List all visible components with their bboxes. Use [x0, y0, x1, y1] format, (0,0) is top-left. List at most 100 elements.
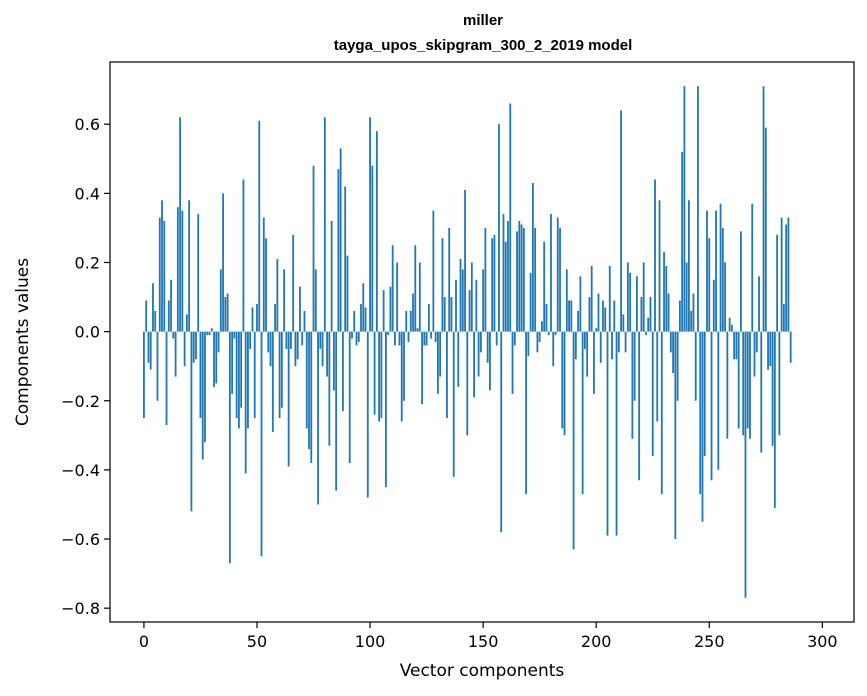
bar	[507, 221, 509, 332]
plot-frame	[109, 61, 855, 623]
bar	[156, 331, 159, 401]
bar	[651, 331, 654, 457]
bar	[606, 331, 609, 536]
bar	[708, 238, 711, 332]
bar	[561, 331, 564, 429]
bar	[461, 269, 464, 332]
bar	[396, 262, 399, 332]
bar	[366, 331, 369, 498]
bar	[251, 307, 254, 332]
bar	[210, 328, 213, 332]
bar	[439, 331, 442, 377]
bar	[176, 207, 179, 332]
bar	[665, 265, 668, 332]
y-tick-label: 0.2	[75, 253, 100, 272]
bar	[278, 331, 281, 419]
bar	[274, 303, 276, 332]
bar	[326, 331, 328, 377]
bar	[674, 331, 677, 540]
bar	[604, 307, 607, 332]
bar	[174, 331, 177, 377]
bar	[183, 331, 186, 367]
bar	[267, 331, 270, 353]
bar	[782, 303, 785, 332]
bar	[556, 217, 559, 332]
bar	[545, 303, 548, 332]
bar	[493, 234, 496, 332]
bar	[590, 265, 593, 332]
bar	[633, 331, 636, 401]
bar	[495, 331, 498, 346]
bar	[427, 303, 430, 332]
bar	[751, 203, 754, 332]
bar	[310, 331, 313, 463]
bar	[308, 331, 310, 450]
bar	[190, 331, 193, 512]
bar	[613, 300, 616, 332]
bar	[154, 310, 157, 332]
bar	[717, 331, 720, 470]
bar	[238, 331, 240, 429]
bar	[382, 290, 385, 332]
bar	[468, 290, 471, 332]
bar	[412, 293, 414, 332]
x-axis-ticks: 0 50 100 150 200 250 300	[139, 622, 838, 651]
bar	[570, 300, 573, 332]
bar	[525, 331, 527, 495]
bar	[253, 331, 256, 419]
bar	[721, 227, 724, 332]
bar	[170, 279, 172, 332]
bar	[636, 276, 638, 332]
y-tick-label: 0.6	[75, 115, 100, 134]
bar	[484, 227, 487, 332]
bar	[260, 331, 263, 557]
bar	[348, 331, 351, 463]
bar	[563, 331, 566, 436]
bar	[292, 234, 295, 332]
bar	[158, 217, 161, 332]
bar	[464, 189, 466, 332]
chart-title: miller	[463, 12, 503, 29]
bar	[658, 200, 661, 332]
bar	[554, 331, 557, 336]
bar	[531, 182, 534, 332]
bar	[244, 331, 247, 474]
bar	[335, 331, 338, 491]
bar	[172, 331, 175, 339]
bar	[222, 193, 224, 332]
bar	[418, 262, 421, 332]
bar	[726, 331, 729, 439]
bar	[733, 331, 736, 360]
bar	[638, 331, 641, 481]
bar	[758, 276, 760, 332]
bar	[685, 262, 688, 332]
bar	[240, 331, 243, 408]
bar	[371, 165, 374, 332]
bar	[663, 252, 665, 332]
bar	[615, 331, 618, 536]
bar	[197, 214, 200, 332]
bar	[502, 214, 505, 332]
bar	[715, 210, 717, 332]
bar	[552, 331, 555, 367]
bar	[346, 255, 349, 332]
bar	[405, 310, 408, 332]
bar	[654, 179, 656, 332]
bar	[513, 331, 516, 346]
bar	[588, 297, 591, 332]
bar	[450, 297, 453, 332]
bar	[617, 331, 620, 353]
bar	[452, 331, 455, 477]
bar	[328, 331, 331, 446]
bar	[595, 328, 598, 332]
bar	[470, 262, 473, 332]
bar	[247, 331, 249, 429]
bar	[280, 331, 283, 408]
bar	[403, 331, 405, 401]
bar	[608, 265, 611, 332]
bar	[581, 331, 584, 495]
bar	[516, 231, 518, 332]
bar	[660, 331, 663, 495]
bar	[773, 331, 776, 508]
bar	[319, 331, 322, 349]
